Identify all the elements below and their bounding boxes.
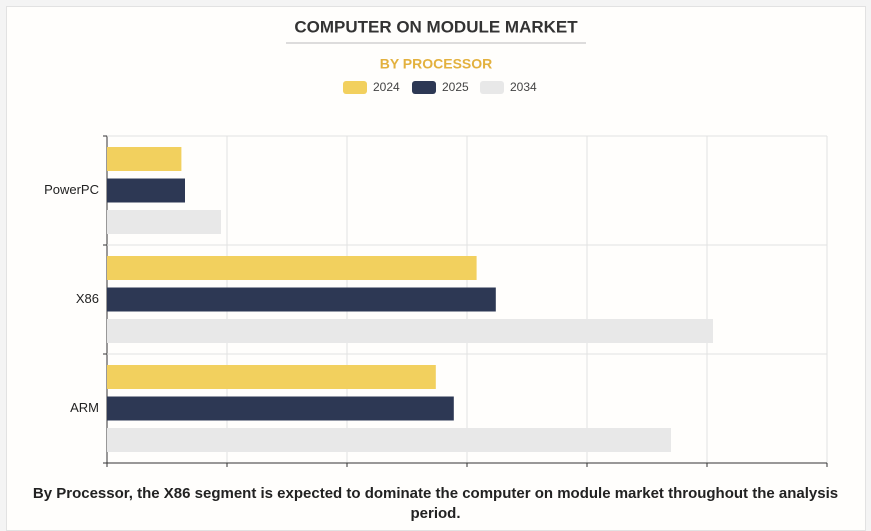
bar <box>107 210 221 234</box>
legend-label: 2025 <box>442 80 469 94</box>
legend-label: 2024 <box>373 80 400 94</box>
bar <box>107 365 436 389</box>
legend-swatch <box>412 81 436 94</box>
y-tick-label: X86 <box>76 291 99 306</box>
bar <box>107 256 477 280</box>
bar <box>107 287 496 312</box>
bar <box>107 428 671 452</box>
chart-subtitle: BY PROCESSOR <box>380 56 493 72</box>
caption: By Processor, the X86 segment is expecte… <box>32 485 839 522</box>
bar <box>107 396 454 421</box>
chart: COMPUTER ON MODULE MARKET BY PROCESSOR 2… <box>44 17 828 467</box>
bar <box>107 178 185 203</box>
legend-label: 2034 <box>510 80 537 94</box>
bar <box>107 147 182 171</box>
y-tick-label: ARM <box>70 400 99 415</box>
legend-swatch <box>343 81 367 94</box>
chart-title: COMPUTER ON MODULE MARKET <box>294 17 578 36</box>
bar <box>107 319 713 343</box>
y-tick-label: PowerPC <box>44 182 99 197</box>
legend-swatch <box>480 81 504 94</box>
